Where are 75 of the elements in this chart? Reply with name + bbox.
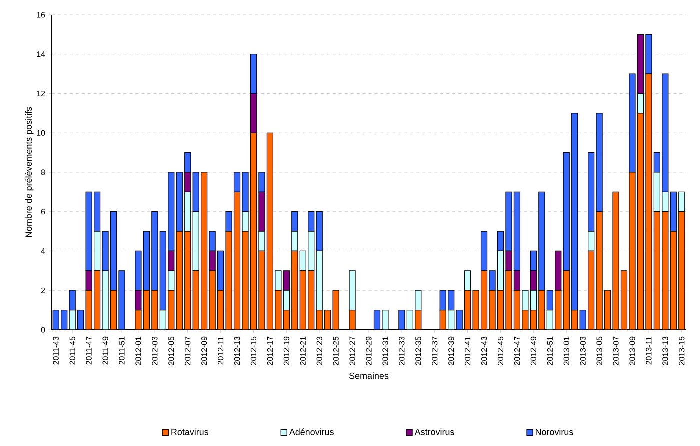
bar xyxy=(308,270,315,330)
bar xyxy=(192,270,200,330)
bar xyxy=(292,250,298,330)
bar xyxy=(563,270,570,330)
bar xyxy=(332,290,340,330)
bar xyxy=(555,250,562,291)
bar xyxy=(184,231,192,330)
bar xyxy=(184,192,192,232)
bar xyxy=(218,250,224,291)
bar xyxy=(538,290,546,330)
bar xyxy=(670,192,677,232)
bar xyxy=(192,172,200,212)
bar xyxy=(258,192,266,232)
bar xyxy=(662,74,669,192)
y-axis-title: Nombre de prélèvements positifs xyxy=(25,107,34,238)
bar xyxy=(135,290,142,311)
bar xyxy=(514,270,521,291)
bar xyxy=(201,172,208,330)
legend-label: Astrovirus xyxy=(414,428,454,436)
bar xyxy=(514,192,521,272)
bar xyxy=(530,270,537,291)
bar xyxy=(563,152,570,272)
bar xyxy=(572,113,578,311)
bar xyxy=(464,290,472,330)
bar xyxy=(670,231,677,330)
bar xyxy=(143,290,150,330)
bar xyxy=(308,231,315,272)
bar xyxy=(497,290,504,330)
bar xyxy=(160,231,166,311)
bar xyxy=(538,192,546,291)
bar xyxy=(266,132,274,330)
bar xyxy=(250,93,258,134)
bar xyxy=(192,212,200,272)
bar xyxy=(94,231,101,272)
bar xyxy=(94,192,101,232)
bar xyxy=(480,270,488,330)
bar xyxy=(168,172,175,252)
bar xyxy=(620,270,628,330)
bar xyxy=(506,250,512,272)
bar xyxy=(184,172,192,192)
bar xyxy=(94,270,101,330)
bar xyxy=(218,290,224,330)
bar xyxy=(250,132,258,330)
bar xyxy=(176,231,183,330)
bar xyxy=(497,250,504,291)
legend-label: Rotavirus xyxy=(172,428,208,436)
bar xyxy=(464,270,472,291)
legend-label: Norovirus xyxy=(536,428,574,436)
bar xyxy=(316,212,323,252)
legend-label: Adénovirus xyxy=(289,428,334,436)
bar xyxy=(588,152,595,232)
bar xyxy=(168,250,175,272)
bar xyxy=(637,113,644,330)
bar xyxy=(176,172,183,232)
bar xyxy=(662,212,669,330)
bar xyxy=(110,290,118,330)
bar xyxy=(654,172,660,212)
bar xyxy=(555,290,562,330)
bar xyxy=(300,270,306,330)
bar xyxy=(514,290,521,330)
bar xyxy=(283,270,290,291)
bar xyxy=(604,290,612,330)
bar xyxy=(168,270,175,291)
bar xyxy=(480,231,488,272)
bar xyxy=(143,231,150,291)
bar xyxy=(209,250,216,272)
bar xyxy=(234,192,241,330)
bar xyxy=(250,54,258,94)
bar xyxy=(168,290,175,330)
bar xyxy=(110,212,118,291)
bar xyxy=(588,250,595,330)
bar xyxy=(678,212,686,330)
bar xyxy=(654,212,660,330)
bar xyxy=(316,250,323,311)
x-axis-title: Semaines xyxy=(349,372,389,380)
